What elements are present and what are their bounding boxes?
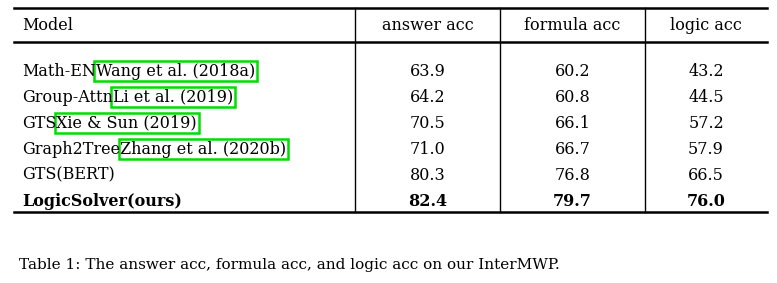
Text: Wang et al. (2018a): Wang et al. (2018a) xyxy=(96,63,255,80)
Text: formula acc: formula acc xyxy=(524,16,621,33)
Text: 70.5: 70.5 xyxy=(409,115,445,132)
Text: 44.5: 44.5 xyxy=(688,89,724,106)
Text: 79.7: 79.7 xyxy=(553,192,592,209)
Text: 71.0: 71.0 xyxy=(409,140,445,158)
Text: 63.9: 63.9 xyxy=(409,63,445,80)
Text: Zhang et al. (2020b): Zhang et al. (2020b) xyxy=(120,140,286,158)
Text: 82.4: 82.4 xyxy=(408,192,447,209)
Text: 57.2: 57.2 xyxy=(688,115,724,132)
Bar xyxy=(55,113,198,133)
Text: GTS: GTS xyxy=(22,115,57,132)
Bar xyxy=(94,61,256,81)
Text: Math-EN: Math-EN xyxy=(22,63,96,80)
Text: Xie & Sun (2019): Xie & Sun (2019) xyxy=(57,115,197,132)
Text: Table 1: The answer acc, formula acc, and logic acc on our InterMWP.: Table 1: The answer acc, formula acc, an… xyxy=(19,258,559,272)
Text: Graph2Tree: Graph2Tree xyxy=(22,140,120,158)
Text: Model: Model xyxy=(22,16,73,33)
Text: answer acc: answer acc xyxy=(382,16,473,33)
Text: Li et al. (2019): Li et al. (2019) xyxy=(113,89,233,106)
Text: 66.1: 66.1 xyxy=(555,115,591,132)
Text: 76.0: 76.0 xyxy=(687,192,726,209)
Text: 66.5: 66.5 xyxy=(688,166,724,183)
Text: GTS(BERT): GTS(BERT) xyxy=(22,166,115,183)
Text: logic acc: logic acc xyxy=(670,16,742,33)
Text: 76.8: 76.8 xyxy=(555,166,591,183)
Bar xyxy=(119,139,287,159)
Text: 60.2: 60.2 xyxy=(555,63,591,80)
Text: Group-Attn: Group-Attn xyxy=(22,89,113,106)
Text: 66.7: 66.7 xyxy=(555,140,591,158)
Text: LogicSolver(ours): LogicSolver(ours) xyxy=(22,192,182,209)
Text: 57.9: 57.9 xyxy=(688,140,724,158)
Text: 80.3: 80.3 xyxy=(409,166,445,183)
Bar xyxy=(111,87,235,107)
Text: 43.2: 43.2 xyxy=(688,63,724,80)
Text: 64.2: 64.2 xyxy=(409,89,445,106)
Text: 60.8: 60.8 xyxy=(555,89,591,106)
